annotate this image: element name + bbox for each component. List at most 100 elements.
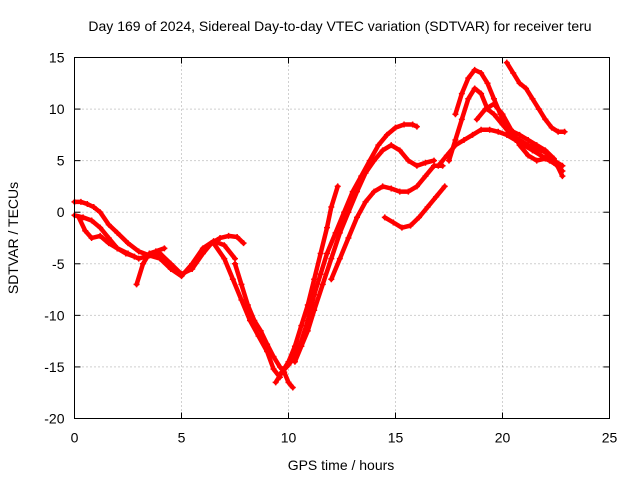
data-point bbox=[473, 116, 480, 123]
data-point bbox=[375, 142, 382, 149]
data-point bbox=[88, 235, 95, 241]
data-point bbox=[435, 162, 442, 169]
data-point bbox=[484, 80, 491, 87]
data-point bbox=[311, 291, 318, 298]
data-point bbox=[152, 248, 159, 255]
data-point bbox=[84, 200, 91, 207]
data-point bbox=[460, 137, 467, 144]
series-line bbox=[273, 184, 340, 385]
y-tick-label: 0 bbox=[57, 204, 65, 220]
data-point bbox=[135, 255, 142, 262]
data-point bbox=[135, 248, 142, 255]
data-point bbox=[390, 219, 397, 226]
data-point bbox=[264, 348, 271, 355]
data-point bbox=[441, 183, 448, 190]
data-point bbox=[257, 327, 264, 334]
series-line bbox=[382, 184, 447, 230]
series-group bbox=[473, 100, 566, 174]
data-point bbox=[413, 162, 420, 169]
data-point bbox=[533, 157, 540, 164]
data-point bbox=[490, 111, 497, 118]
data-point bbox=[270, 365, 277, 372]
data-point bbox=[396, 147, 403, 154]
data-point bbox=[529, 95, 536, 102]
data-point bbox=[458, 116, 465, 123]
data-point bbox=[452, 137, 459, 144]
series-group bbox=[75, 214, 138, 260]
data-point bbox=[495, 128, 502, 135]
data-point bbox=[167, 265, 174, 272]
data-point bbox=[392, 124, 399, 131]
data-point bbox=[279, 369, 286, 376]
data-point bbox=[405, 157, 412, 164]
y-tick-label: -20 bbox=[44, 411, 64, 427]
y-tick-label: -5 bbox=[52, 256, 65, 272]
data-point bbox=[433, 193, 440, 200]
data-point bbox=[525, 152, 532, 159]
data-series bbox=[71, 59, 568, 391]
data-point bbox=[371, 157, 378, 164]
x-tick-label: 15 bbox=[388, 430, 404, 446]
data-point bbox=[97, 209, 104, 216]
data-point bbox=[336, 229, 343, 236]
data-point bbox=[97, 232, 104, 239]
data-point bbox=[516, 131, 523, 138]
data-point bbox=[246, 317, 253, 324]
data-point bbox=[285, 361, 292, 368]
data-point bbox=[270, 353, 277, 360]
data-point bbox=[328, 255, 335, 262]
data-point bbox=[77, 198, 84, 205]
data-point bbox=[533, 142, 540, 149]
data-point bbox=[105, 235, 112, 241]
series-line bbox=[76, 215, 137, 259]
data-point bbox=[422, 173, 429, 180]
data-point bbox=[542, 147, 549, 154]
data-point bbox=[311, 276, 318, 283]
series-line bbox=[453, 67, 565, 179]
series-group bbox=[279, 121, 420, 376]
data-point bbox=[232, 255, 238, 262]
data-point bbox=[379, 183, 386, 190]
data-point bbox=[199, 245, 206, 252]
data-point bbox=[407, 222, 414, 229]
data-point bbox=[240, 240, 247, 247]
data-point bbox=[529, 147, 536, 154]
data-point bbox=[75, 214, 82, 221]
data-point bbox=[234, 233, 241, 240]
data-point bbox=[114, 245, 121, 252]
series-line bbox=[504, 60, 567, 135]
data-point bbox=[478, 69, 485, 76]
data-point bbox=[238, 281, 245, 288]
data-point bbox=[465, 75, 472, 82]
data-point bbox=[413, 123, 420, 130]
data-point bbox=[353, 214, 360, 221]
data-point bbox=[431, 157, 438, 164]
data-point bbox=[131, 253, 138, 260]
data-point bbox=[443, 152, 450, 159]
data-point bbox=[486, 126, 493, 133]
chart-title: Day 169 of 2024, Sidereal Day-to-day VTE… bbox=[88, 18, 591, 34]
series-group bbox=[210, 240, 283, 381]
data-point bbox=[469, 131, 476, 138]
data-point bbox=[317, 250, 324, 257]
data-point bbox=[559, 173, 566, 180]
data-point bbox=[345, 209, 352, 216]
data-point bbox=[503, 131, 510, 138]
axis-ticks: 0 5 10 15 20 25 15 10 5 0 -5 -10 -15 -20 bbox=[44, 50, 617, 446]
data-point bbox=[298, 343, 305, 350]
y-tick-label: 10 bbox=[49, 101, 65, 117]
x-tick-label: 25 bbox=[602, 430, 618, 446]
data-point bbox=[465, 95, 472, 102]
data-point bbox=[105, 221, 112, 228]
data-point bbox=[298, 322, 305, 329]
data-point bbox=[255, 332, 262, 339]
data-point bbox=[510, 69, 517, 76]
data-point bbox=[482, 106, 489, 113]
data-point bbox=[178, 273, 185, 280]
data-point bbox=[452, 111, 459, 118]
data-point bbox=[401, 121, 408, 128]
y-tick-label: 15 bbox=[49, 50, 65, 66]
data-point bbox=[311, 307, 318, 314]
data-point bbox=[503, 59, 510, 66]
